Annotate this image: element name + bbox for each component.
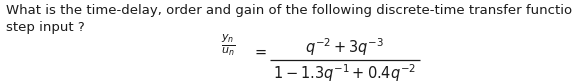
Text: $1-1.3q^{-1}+0.4q^{-2}$: $1-1.3q^{-1}+0.4q^{-2}$: [273, 62, 416, 82]
Text: $=$: $=$: [252, 43, 268, 58]
Text: step input ?: step input ?: [6, 21, 85, 34]
Text: $\frac{y_n}{u_n}$: $\frac{y_n}{u_n}$: [221, 32, 235, 58]
Text: What is the time-delay, order and gain of the following discrete-time transfer f: What is the time-delay, order and gain o…: [6, 4, 572, 17]
Text: $q^{-2}+3q^{-3}$: $q^{-2}+3q^{-3}$: [305, 36, 384, 58]
